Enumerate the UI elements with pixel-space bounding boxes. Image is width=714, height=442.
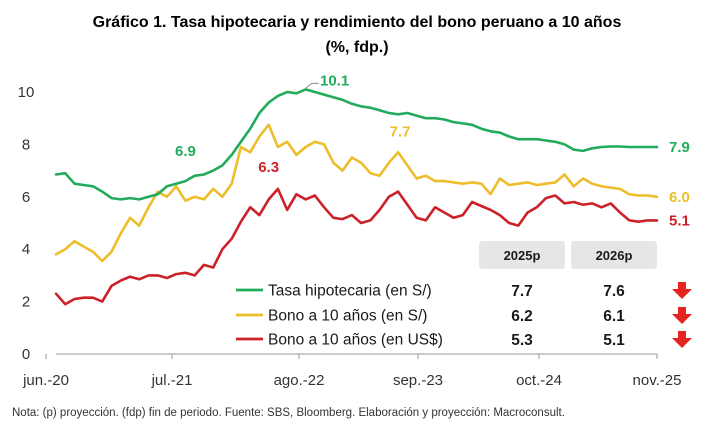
table-header-label: 2025p	[504, 248, 541, 263]
y-tick-label: 2	[22, 294, 30, 311]
y-tick-label: 4	[22, 241, 30, 258]
x-tick-label: ago.-22	[274, 372, 325, 389]
data-label: 7.9	[669, 139, 690, 156]
legend-label: Bono a 10 años (en US$)	[268, 332, 443, 349]
legend-label: Tasa hipotecaria (en S/)	[268, 283, 432, 300]
data-label: 7.7	[390, 123, 411, 140]
data-label: 6.9	[175, 143, 196, 160]
table-value: 6.1	[603, 308, 625, 325]
series-line	[54, 88, 659, 201]
data-label: 6.3	[258, 159, 279, 176]
x-tick-label: oct.-24	[516, 372, 562, 389]
table-value: 6.2	[511, 308, 533, 325]
table-value: 5.1	[603, 332, 625, 349]
footnote: Nota: (p) proyección. (fdp) fin de perio…	[12, 407, 565, 419]
table-value: 7.6	[603, 283, 625, 300]
arrow-down-icon	[672, 282, 692, 299]
table-header-cell	[479, 241, 565, 269]
x-tick-label: jun.-20	[22, 372, 69, 389]
x-tick-label: sep.-23	[393, 372, 443, 389]
data-label: 10.1	[320, 72, 349, 89]
table-header-cell	[571, 241, 657, 269]
legend-label: Bono a 10 años (en S/)	[268, 308, 427, 325]
annotation-leader	[305, 82, 319, 89]
y-tick-label: 6	[22, 189, 30, 206]
data-label: 5.1	[669, 212, 690, 229]
y-tick-label: 10	[18, 84, 35, 101]
table-header-label: 2026p	[596, 248, 633, 263]
table-value: 7.7	[511, 283, 533, 300]
table-value: 5.3	[511, 332, 533, 349]
y-tick-label: 0	[22, 346, 30, 363]
y-tick-label: 8	[22, 136, 30, 153]
chart-subtitle: (%, fdp.)	[325, 39, 388, 56]
arrow-down-icon	[672, 307, 692, 324]
chart-title: Gráfico 1. Tasa hipotecaria y rendimient…	[93, 14, 622, 31]
x-tick-label: nov.-25	[633, 372, 682, 389]
series-line	[54, 187, 659, 306]
x-tick-label: jul.-21	[151, 372, 193, 389]
arrow-down-icon	[672, 331, 692, 348]
data-label: 6.0	[669, 189, 690, 206]
